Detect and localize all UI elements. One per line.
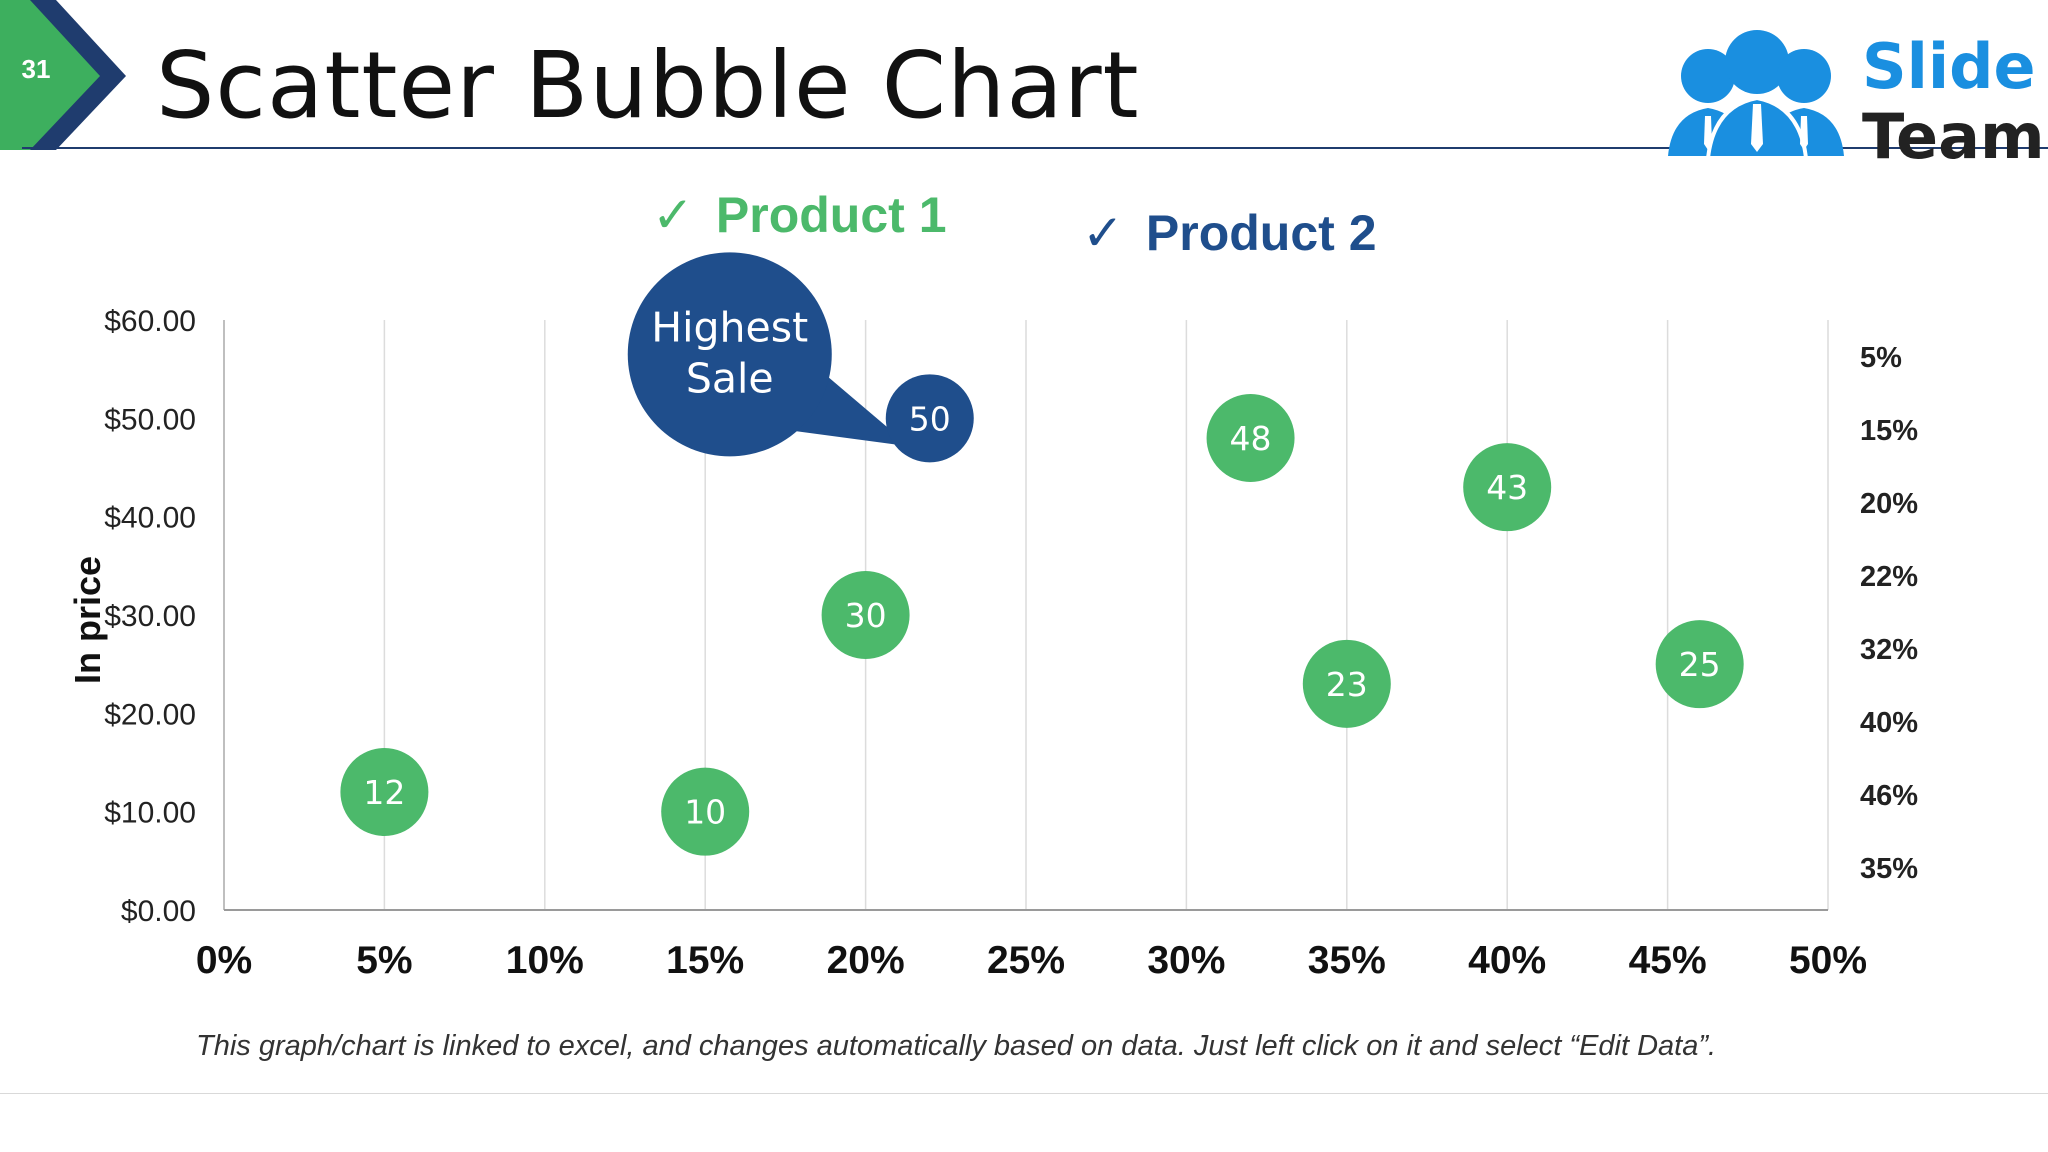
y-tick-label: $20.00 (104, 698, 196, 731)
bubble-point (1206, 394, 1295, 482)
x-tick-label: 20% (827, 939, 905, 982)
bubble-data-label: 25 (1679, 645, 1721, 684)
y-tick-label: $30.00 (104, 600, 196, 633)
right-axis-label: 22% (1860, 561, 1918, 593)
check-icon: ✓ (1082, 204, 1124, 262)
bubble-point (340, 748, 429, 836)
bubble-data-label: 30 (845, 596, 887, 635)
x-tick-label: 40% (1468, 939, 1546, 982)
bubble-point (821, 571, 910, 659)
right-axis-label: 35% (1860, 853, 1918, 885)
footnote: This graph/chart is linked to excel, and… (196, 1030, 1717, 1062)
slide-number: 31 (21, 54, 51, 84)
x-tick-label: 5% (356, 939, 412, 982)
footer-divider (0, 1093, 2048, 1094)
header-green-chevron (0, 0, 100, 150)
bubble-point (661, 767, 750, 856)
x-tick-label: 15% (666, 939, 744, 982)
y-tick-label: $60.00 (104, 305, 196, 338)
legend-item-product-1: ✓ Product 1 (652, 186, 947, 244)
right-axis-label: 32% (1860, 634, 1918, 666)
legend-label: Product 2 (1145, 205, 1377, 261)
right-axis-label: 46% (1860, 780, 1918, 812)
x-tick-label: 50% (1789, 939, 1867, 982)
bubble-data-label: 43 (1486, 468, 1528, 507)
y-tick-label: $10.00 (104, 797, 196, 830)
right-axis-label: 5% (1860, 342, 1902, 374)
right-axis-label: 40% (1860, 707, 1918, 739)
legend-label: Product 1 (715, 187, 947, 243)
check-icon: ✓ (652, 186, 694, 244)
callout-bubble (627, 252, 832, 457)
right-axis-label: 15% (1860, 415, 1918, 447)
bubble-point (1655, 620, 1744, 709)
logo-text-slide: Slide (1862, 30, 2036, 103)
y-tick-label: $50.00 (104, 403, 196, 436)
logo-text-team: Team (1862, 100, 2045, 173)
x-tick-label: 35% (1308, 939, 1386, 982)
x-tick-label: 30% (1147, 939, 1225, 982)
y-axis-title: In price (67, 556, 108, 684)
y-tick-label: $0.00 (121, 895, 196, 928)
x-tick-label: 45% (1629, 939, 1707, 982)
bubble-point (1463, 443, 1552, 532)
x-tick-label: 25% (987, 939, 1065, 982)
x-tick-label: 0% (196, 939, 252, 982)
bubble-data-label: 50 (909, 399, 951, 438)
bubble-data-label: 48 (1230, 419, 1272, 458)
y-tick-label: $40.00 (104, 502, 196, 535)
bubble-point (1302, 639, 1391, 728)
bubble-data-label: 10 (684, 793, 726, 832)
x-tick-label: 10% (506, 939, 584, 982)
callout-text-line1: Highest (651, 303, 808, 351)
slide-team-logo-icon (1668, 30, 1844, 160)
callout-text-line2: Sale (686, 354, 774, 402)
bubble-data-label: 23 (1326, 665, 1368, 704)
bubble-data-label: 12 (363, 773, 405, 812)
legend-item-product-2: ✓ Product 2 (1082, 204, 1377, 262)
bubble-point (885, 374, 974, 463)
right-axis-label: 20% (1860, 488, 1918, 520)
slide-title: Scatter Bubble Chart (156, 32, 1140, 139)
